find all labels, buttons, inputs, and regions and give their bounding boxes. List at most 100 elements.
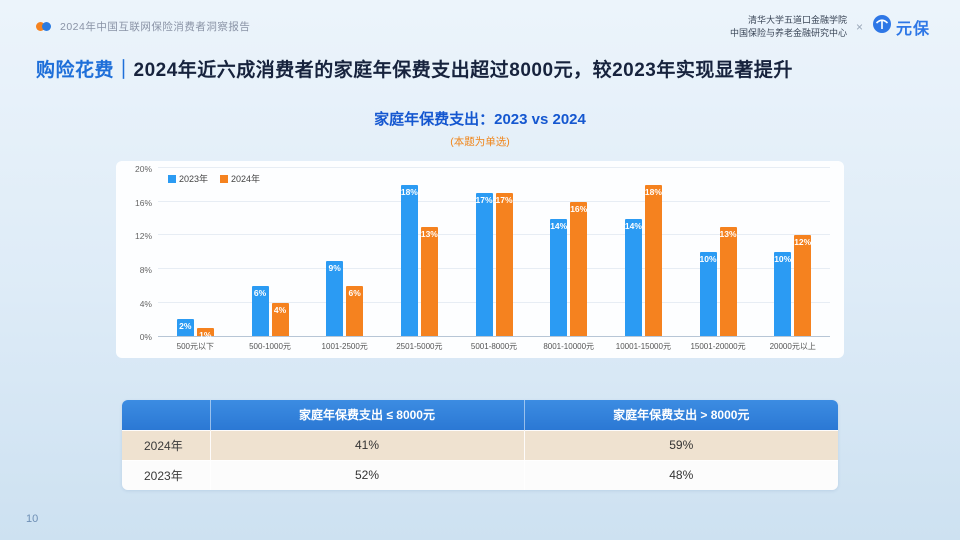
- bar-group: 9% 6%: [307, 260, 382, 337]
- bar-2024年: 1%: [196, 327, 214, 340]
- org-line-2: 中国保险与养老金融研究中心: [729, 27, 847, 38]
- bar-value-label: 9%: [328, 262, 341, 273]
- bar-value-label: 14%: [624, 220, 642, 231]
- chart-legend: 2023年 2024年: [168, 172, 260, 185]
- gridline: [158, 234, 830, 236]
- y-tick-label: 20%: [134, 164, 152, 175]
- gridline: [158, 268, 830, 269]
- table-row-2023: 2023年 52% 48%: [122, 459, 838, 491]
- bar-2023年: 9%: [326, 260, 344, 337]
- bar-value-label: 17%: [475, 195, 493, 206]
- yuanbao-logo: 元保: [872, 14, 930, 39]
- bar-group: 14% 18%: [606, 185, 681, 337]
- page-number: 10: [26, 513, 39, 525]
- multiply-separator: ×: [855, 19, 863, 34]
- bar-value-label: 12%: [794, 237, 812, 248]
- bar-2023年: 14%: [624, 218, 642, 337]
- x-tick-label: 10001-15000元: [615, 342, 671, 352]
- bar-group: 10% 13%: [681, 227, 756, 337]
- table-header-le8000: 家庭年保费支出 ≤ 8000元: [209, 400, 524, 431]
- bar-2023年: 18%: [400, 185, 418, 337]
- bar-2023年: 10%: [774, 252, 792, 337]
- headline-tag: 购险花费: [36, 60, 115, 82]
- y-tick-label: 8%: [139, 265, 152, 275]
- bar-group: 18% 13%: [382, 185, 457, 337]
- summary-table: 家庭年保费支出 ≤ 8000元 家庭年保费支出 > 8000元 2024年 41…: [122, 400, 838, 491]
- bar-value-label: 13%: [420, 229, 438, 239]
- bar-2023年: 14%: [550, 218, 568, 337]
- bar-2024年: 16%: [570, 201, 588, 337]
- bar-group: 6% 4%: [233, 285, 308, 337]
- top-bar-right: 清华大学五道口金融学院 中国保险与养老金融研究中心 × 元保: [730, 14, 930, 39]
- bar-2023年: 6%: [251, 285, 269, 337]
- top-bar-left: 2024年中国互联网保险消费者洞察报告: [36, 19, 250, 34]
- x-axis: 500元以下 500-1000元 1001-2500元 2501-5000元 5001-…: [158, 341, 830, 352]
- gridline: [158, 200, 830, 202]
- bar-value-label: 14%: [550, 220, 568, 231]
- bar-value-label: 18%: [400, 187, 418, 197]
- gridline: [158, 167, 830, 169]
- x-tick-label: 500-1000元: [249, 342, 291, 352]
- y-tick-label: 12%: [134, 231, 152, 242]
- bar-group: 2% 1%: [158, 319, 233, 340]
- bar-value-label: 6%: [348, 287, 361, 298]
- chart-subtitle: (本题为单选): [450, 136, 510, 149]
- bar-2024年: 18%: [644, 185, 662, 337]
- legend-item-2024年: 2024年: [220, 172, 260, 185]
- bar-value-label: 10%: [774, 254, 792, 265]
- row-label-2023: 2023年: [122, 459, 210, 491]
- y-axis: 0% 4% 8% 12% 16% 20%: [124, 164, 158, 342]
- chart-title: 家庭年保费支出：2023 vs 2024: [374, 111, 586, 129]
- plot-column: 2023年 2024年 2% 1% 6% 4% 9% 6% 18% 13% 17% 17% 14% 16…: [158, 167, 830, 352]
- x-tick-label: 5001-8000元: [470, 342, 518, 352]
- bar-value-label: 17%: [495, 195, 513, 206]
- table-row-2024: 2024年 41% 59%: [122, 429, 838, 461]
- legend-swatch: [220, 174, 229, 183]
- report-title: 2024年中国互联网保险消费者洞察报告: [60, 21, 251, 34]
- x-tick-label: 20000元以上: [769, 342, 816, 352]
- legend-label: 2023年: [179, 174, 209, 185]
- bar-2024年: 13%: [719, 227, 737, 337]
- orange-dot-icon: [36, 22, 45, 32]
- table-header-gt8000: 家庭年保费支出 > 8000元: [523, 400, 838, 431]
- y-tick-label: 16%: [134, 197, 152, 208]
- x-tick-label: 8001-10000元: [543, 342, 595, 352]
- x-tick-label: 2501-5000元: [396, 342, 443, 352]
- yuanbao-logo-icon: [872, 14, 892, 39]
- bar-value-label: 10%: [699, 254, 717, 265]
- bar-2023年: 10%: [699, 252, 717, 337]
- plot-area: 2023年 2024年 2% 1% 6% 4% 9% 6% 18% 13% 17% 17% 14% 16…: [158, 167, 830, 340]
- bar-2024年: 17%: [495, 193, 513, 337]
- bar-2023年: 2%: [176, 319, 194, 337]
- gridline: [158, 301, 830, 303]
- row-label-2024: 2024年: [122, 429, 210, 461]
- legend-item-2023年: 2023年: [168, 172, 208, 185]
- bar-2024年: 13%: [420, 227, 438, 337]
- headline-divider: ｜: [114, 60, 134, 82]
- table-header-row: 家庭年保费支出 ≤ 8000元 家庭年保费支出 > 8000元: [122, 400, 838, 431]
- table-header-corner: [122, 400, 210, 431]
- x-tick-label: 500元以下: [176, 342, 215, 352]
- legend-label: 2024年: [231, 174, 261, 185]
- value-2023-gt8000: 48%: [523, 459, 838, 491]
- value-2024-le8000: 41%: [209, 429, 524, 461]
- bar-value-label: 13%: [719, 229, 737, 239]
- bar-group: 14% 16%: [531, 201, 606, 337]
- bar-2023年: 17%: [475, 193, 493, 337]
- bar-value-label: 4%: [273, 304, 287, 315]
- legend-swatch: [168, 174, 176, 183]
- brand-name: 元保: [895, 20, 930, 38]
- x-tick-label: 1001-2500元: [321, 342, 368, 352]
- blue-dot-icon: [42, 22, 51, 32]
- page-title: 购险花费｜2024年近六成消费者的家庭年保费支出超过8000元，较2023年实现…: [0, 39, 960, 82]
- plot-row: 0% 4% 8% 12% 16% 20% 2023年 2024年 2% 1% 6% 4% 9% 6% 1…: [124, 164, 830, 352]
- bar-2024年: 4%: [271, 302, 289, 337]
- bar-group: 17% 17%: [457, 193, 532, 337]
- bar-value-label: 18%: [644, 187, 662, 197]
- bar-value-label: 6%: [253, 287, 267, 298]
- bar-2024年: 12%: [794, 235, 812, 337]
- grouped-bar-chart: 0% 4% 8% 12% 16% 20% 2023年 2024年 2% 1% 6% 4% 9% 6% 1…: [116, 161, 844, 359]
- bar-value-label: 16%: [570, 203, 588, 214]
- summary-table-wrap: 家庭年保费支出 ≤ 8000元 家庭年保费支出 > 8000元 2024年 41…: [122, 400, 838, 491]
